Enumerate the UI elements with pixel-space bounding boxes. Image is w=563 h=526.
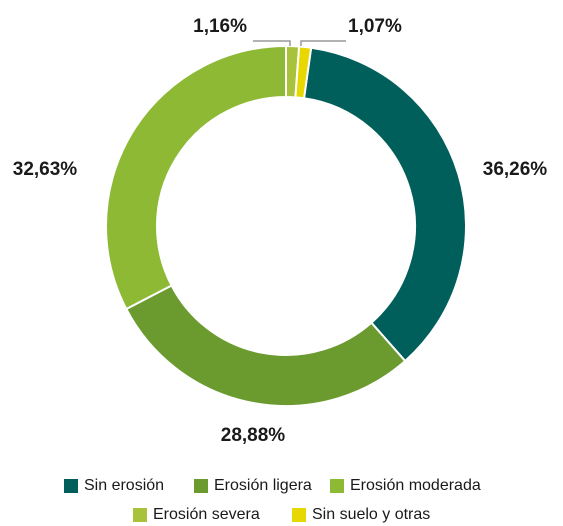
legend-label: Erosión ligera	[214, 477, 312, 494]
donut-slice	[124, 284, 407, 407]
value-label: 28,88%	[221, 425, 286, 446]
donut-slice	[105, 44, 288, 311]
legend-swatch	[292, 508, 306, 522]
value-label: 1,07%	[348, 16, 402, 37]
legend-swatch	[194, 479, 208, 493]
value-label: 36,26%	[483, 159, 548, 180]
legend-swatch	[64, 479, 78, 493]
legend-label: Erosión moderada	[350, 477, 481, 494]
value-label: 1,16%	[193, 16, 247, 37]
value-label: 32,63%	[13, 159, 78, 180]
legend-swatch	[330, 479, 344, 493]
leader-line	[253, 40, 291, 46]
legend-label: Sin erosión	[84, 477, 164, 494]
legend-swatch	[133, 508, 147, 522]
legend-label: Sin suelo y otras	[312, 506, 430, 523]
legend-label: Erosión severa	[153, 506, 260, 523]
leader-line	[300, 40, 346, 46]
donut-slice	[302, 46, 467, 363]
donut-slice	[294, 45, 313, 100]
